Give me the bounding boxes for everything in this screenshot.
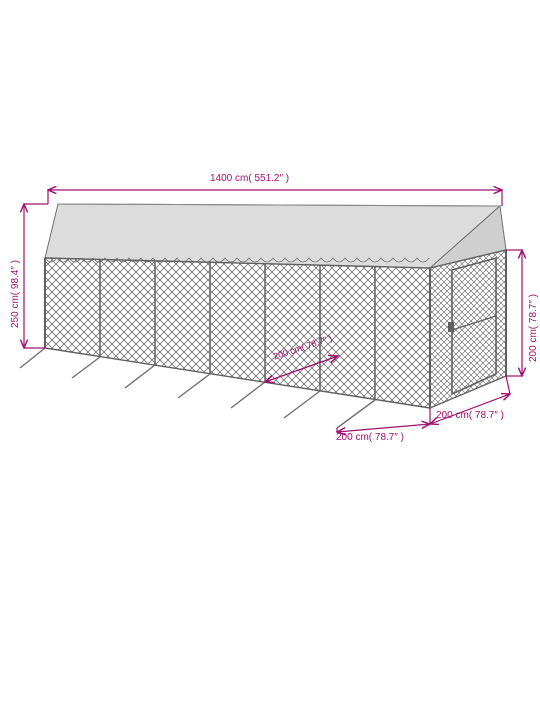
dim-width: 200 cm( 78.7″ ) [436, 410, 504, 421]
dim-wallh-in: ( 78.7″ ) [528, 294, 539, 329]
dim-height-in: ( 98.4″ ) [10, 260, 21, 295]
kennel-drawing [0, 0, 540, 720]
dim-wallh: 200 cm( 78.7″ ) [528, 294, 539, 362]
dim-width-in: ( 78.7″ ) [469, 410, 504, 421]
dim-wallh-cm: 200 cm [528, 329, 539, 362]
dim-height: 250 cm( 98.4″ ) [10, 260, 21, 328]
dim-width-cm: 200 cm [436, 410, 469, 421]
dim-depth-in: ( 78.7″ ) [369, 432, 404, 443]
roof [45, 204, 506, 268]
dim-length: 1400 cm( 551.2″ ) [210, 173, 289, 184]
dim-height-cm: 250 cm [10, 295, 21, 328]
dim-depth-cm: 200 cm [336, 432, 369, 443]
front-wall [45, 258, 430, 408]
dim-depth: 200 cm( 78.7″ ) [336, 432, 404, 443]
dim-length-in: ( 551.2″ ) [248, 173, 289, 184]
side-wall [430, 250, 506, 408]
diagram-canvas: 1400 cm( 551.2″ ) 250 cm( 98.4″ ) 200 cm… [0, 0, 540, 720]
dim-length-cm: 1400 cm [210, 173, 248, 184]
